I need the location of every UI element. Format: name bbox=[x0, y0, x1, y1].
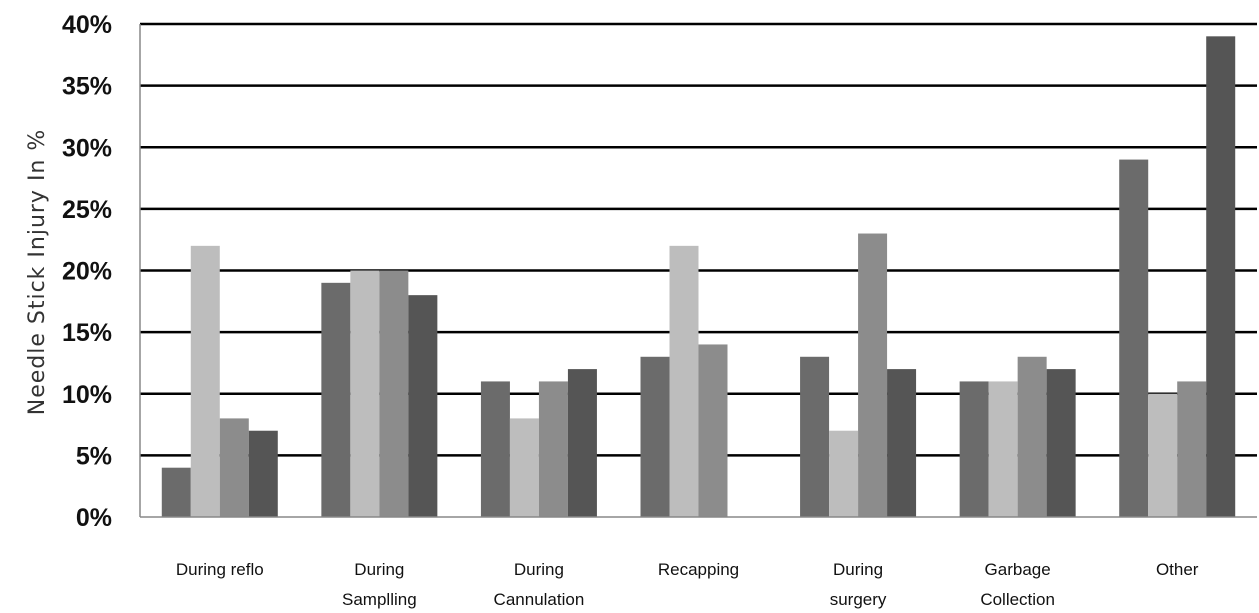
x-tick-label: Other bbox=[1156, 560, 1199, 579]
x-tick-label: Recapping bbox=[658, 560, 739, 579]
bar bbox=[1177, 381, 1207, 517]
axes bbox=[139, 24, 1257, 518]
x-tick-label-line: During reflo bbox=[176, 560, 264, 579]
y-tick-label: 25% bbox=[62, 196, 112, 224]
bar bbox=[480, 381, 510, 517]
x-tick-label-line: Samplling bbox=[342, 590, 417, 609]
x-tick-label-line: During bbox=[833, 560, 883, 579]
bar bbox=[1017, 356, 1047, 517]
bar bbox=[219, 418, 249, 517]
bar bbox=[988, 381, 1018, 517]
bar bbox=[858, 233, 888, 517]
x-tick-label-line: During bbox=[354, 560, 404, 579]
bar bbox=[248, 430, 278, 517]
y-tick-label: 10% bbox=[62, 381, 112, 409]
y-tick-labels: 0% 5% 10% 15% 20% 25% 30% 35% 40% bbox=[62, 11, 112, 532]
bar bbox=[408, 295, 438, 517]
x-tick-label: Garbage Collection bbox=[980, 560, 1055, 609]
y-tick-label: 35% bbox=[62, 73, 112, 101]
x-tick-label-line: Garbage bbox=[985, 560, 1051, 579]
y-tick-label: 20% bbox=[62, 258, 112, 286]
x-tick-label: During surgery bbox=[830, 560, 887, 609]
y-tick-label: 5% bbox=[76, 442, 112, 470]
bar bbox=[1046, 369, 1076, 517]
bar bbox=[669, 245, 699, 517]
bar bbox=[350, 270, 380, 517]
bar bbox=[509, 418, 539, 517]
bar bbox=[567, 369, 597, 517]
bar bbox=[1148, 393, 1178, 517]
x-tick-label-line: Other bbox=[1156, 560, 1199, 579]
y-tick-label: 40% bbox=[62, 11, 112, 39]
bar bbox=[800, 356, 830, 517]
y-axis-title: Needle Stick Injury In % bbox=[25, 129, 50, 416]
bar bbox=[379, 270, 409, 517]
bar bbox=[1206, 36, 1236, 517]
y-tick-label: 30% bbox=[62, 134, 112, 162]
bar bbox=[321, 282, 351, 517]
x-tick-labels: During reflo During Samplling During Cannula… bbox=[176, 560, 1199, 609]
x-tick-label-line: surgery bbox=[830, 590, 887, 609]
bar bbox=[538, 381, 568, 517]
x-tick-label: During Samplling bbox=[342, 560, 417, 609]
bar bbox=[887, 369, 917, 517]
bar bbox=[1119, 159, 1149, 517]
bar bbox=[640, 356, 670, 517]
bar bbox=[829, 430, 859, 517]
bar bbox=[190, 245, 220, 517]
x-tick-label-line: Collection bbox=[980, 590, 1055, 609]
x-tick-label-line: Recapping bbox=[658, 560, 739, 579]
x-tick-label-line: Cannulation bbox=[494, 590, 585, 609]
bar bbox=[161, 467, 191, 517]
y-tick-label: 15% bbox=[62, 319, 112, 347]
bar bbox=[698, 344, 728, 517]
bar bbox=[959, 381, 989, 517]
x-tick-label-line: During bbox=[514, 560, 564, 579]
y-tick-label: 0% bbox=[76, 504, 112, 532]
bars bbox=[161, 36, 1236, 517]
x-tick-label: During reflo bbox=[176, 560, 264, 579]
x-tick-label: During Cannulation bbox=[494, 560, 585, 609]
